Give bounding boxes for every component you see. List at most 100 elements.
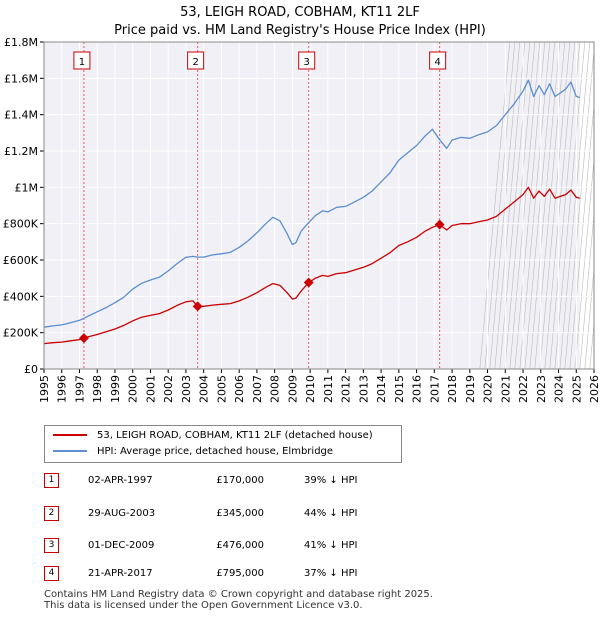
x-tick-label: 2020: [482, 375, 495, 403]
x-tick-label: 2021: [499, 375, 512, 403]
sale-marker-label: 2: [192, 57, 198, 68]
chart-title: 53, LEIGH ROAD, COBHAM, KT11 2LF: [180, 5, 420, 20]
sale-marker-box: [73, 51, 91, 70]
chart-subtitle: Price paid vs. HM Land Registry's House …: [114, 23, 486, 38]
forecast-hatch: [564, 47, 594, 369]
sale-price: £345,000: [216, 508, 264, 519]
table-row: 4 21-APR-2017 £795,000 37% ↓ HPI: [44, 566, 404, 582]
attribution-footer: Contains HM Land Registry data © Crown c…: [44, 589, 433, 611]
x-tick-label: 1996: [56, 375, 69, 403]
x-tick-label: 2025: [570, 375, 583, 403]
x-tick-label: 2003: [180, 375, 193, 403]
x-tick-label: 2024: [553, 375, 566, 403]
x-tick-label: 2012: [340, 375, 353, 403]
sale-price: £170,000: [216, 475, 264, 486]
forecast-hatch: [534, 42, 566, 369]
sale-point: [434, 219, 445, 230]
sale-marker-badge: 4: [44, 566, 59, 581]
sale-price: £476,000: [216, 540, 264, 551]
x-tick-label: 2022: [517, 375, 530, 403]
sale-point: [303, 277, 314, 288]
x-tick-label: 2002: [162, 375, 175, 403]
table-row: 1 02-APR-1997 £170,000 39% ↓ HPI: [44, 473, 404, 489]
x-tick-label: 2013: [357, 375, 370, 403]
forecast-hatch: [514, 42, 546, 369]
y-tick-label: £800K: [3, 218, 39, 231]
forecast-hatch: [574, 156, 594, 369]
forecast-hatch: [595, 42, 600, 369]
sale-date: 01-DEC-2009: [88, 540, 155, 551]
forecast-hatch: [569, 102, 594, 369]
y-tick-label: £600K: [3, 254, 39, 267]
table-row: 2 29-AUG-2003 £345,000 44% ↓ HPI: [44, 506, 404, 522]
forecast-hatch: [554, 42, 586, 369]
y-tick-label: £400K: [3, 290, 39, 303]
legend-label-hpi: HPI: Average price, detached house, Elmb…: [97, 446, 334, 457]
x-tick-label: 2015: [393, 375, 406, 403]
footer-line: Contains HM Land Registry data © Crown c…: [44, 589, 433, 600]
x-tick-label: 2017: [428, 375, 441, 403]
y-tick-label: £1.8M: [4, 36, 38, 49]
y-tick-label: £1.6M: [4, 72, 38, 85]
forecast-hatch: [504, 42, 536, 369]
series-line-hpi: [43, 79, 580, 328]
forecast-hatch: [549, 42, 581, 369]
sale-marker-label: 3: [304, 57, 310, 68]
sale-hpi-delta: 41% ↓ HPI: [304, 540, 358, 551]
sale-hpi-delta: 39% ↓ HPI: [304, 475, 358, 486]
sale-marker-label: 4: [434, 57, 440, 68]
forecast-hatch: [484, 42, 516, 369]
y-tick-label: £200K: [3, 327, 39, 340]
y-tick-label: £1.2M: [4, 145, 38, 158]
x-tick-label: 1998: [91, 375, 104, 403]
price-chart: 1 2 3 4 £0 £200K £400K £600K £800K £1M £1.2M £1.4M £…: [3, 36, 600, 403]
sale-marker-label: 1: [79, 57, 85, 68]
chart-header: 53, LEIGH ROAD, COBHAM, KT11 2LF Price p…: [0, 4, 600, 40]
x-tick-label: 2016: [411, 375, 424, 403]
sale-date: 29-AUG-2003: [88, 508, 156, 519]
plot-area: [44, 42, 594, 369]
y-tick-label: £1M: [15, 181, 39, 194]
forecast-hatch: [559, 42, 591, 369]
forecast-hatch: [579, 211, 594, 369]
sale-hpi-delta: 44% ↓ HPI: [304, 508, 358, 519]
footer-line: This data is licensed under the Open Gov…: [44, 600, 363, 611]
x-tick-label: 2026: [588, 375, 600, 403]
x-tick-label: 1997: [73, 375, 86, 403]
x-tick-label: 2006: [233, 375, 246, 403]
forecast-area: [579, 42, 594, 369]
x-tick-label: 2011: [322, 375, 335, 403]
forecast-hatch: [509, 42, 541, 369]
sale-marker-badge: 3: [44, 538, 59, 553]
legend: 53, LEIGH ROAD, COBHAM, KT11 2LF (detach…: [44, 425, 402, 463]
sale-marker-badge: 2: [44, 506, 59, 521]
legend-label-property: 53, LEIGH ROAD, COBHAM, KT11 2LF (detach…: [97, 430, 373, 441]
x-tick-label: 2004: [198, 375, 211, 403]
sale-marker-box: [429, 51, 447, 70]
forecast-hatch: [539, 42, 571, 369]
forecast-hatch: [524, 42, 556, 369]
sale-price: £795,000: [216, 568, 264, 579]
x-tick-label: 1995: [38, 375, 51, 403]
forecast-hatch: [519, 42, 551, 369]
x-tick-label: 2009: [286, 375, 299, 403]
x-tick-label: 2019: [464, 375, 477, 403]
sale-date: 21-APR-2017: [88, 568, 153, 579]
series-line-property: [43, 186, 580, 345]
x-tick-label: 2005: [215, 375, 228, 403]
sale-hpi-delta: 37% ↓ HPI: [304, 568, 358, 579]
legend-swatch-hpi: [53, 450, 87, 452]
x-tick-label: 1999: [109, 375, 122, 403]
legend-item-property: 53, LEIGH ROAD, COBHAM, KT11 2LF (detach…: [53, 429, 373, 443]
forecast-hatch: [584, 265, 594, 369]
y-tick-label: £0: [24, 363, 38, 376]
sale-marker-box: [187, 51, 205, 70]
x-tick-label: 2010: [304, 375, 317, 403]
legend-item-hpi: HPI: Average price, detached house, Elmb…: [53, 445, 333, 459]
x-tick-label: 2014: [375, 375, 388, 403]
sale-marker-badge: 1: [44, 473, 59, 488]
sale-date: 02-APR-1997: [88, 475, 153, 486]
table-row: 3 01-DEC-2009 £476,000 41% ↓ HPI: [44, 538, 404, 554]
x-tick-label: 2023: [535, 375, 548, 403]
x-tick-label: 2008: [269, 375, 282, 403]
